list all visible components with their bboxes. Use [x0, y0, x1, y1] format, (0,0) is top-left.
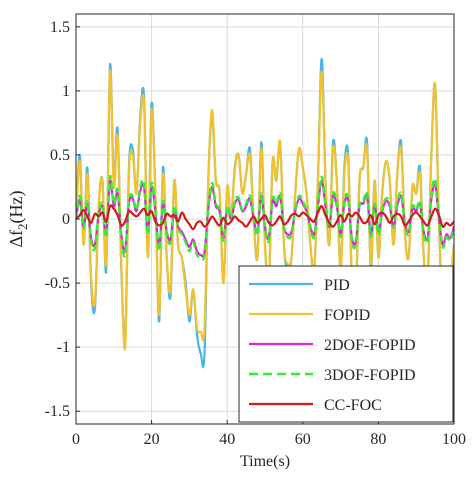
x-tick-label: 20 — [144, 431, 160, 448]
legend-label-cc-foc: CC-FOC — [324, 397, 382, 414]
x-tick-label: 100 — [442, 431, 466, 448]
y-axis-label: Δf2(Hz) — [6, 190, 30, 247]
y-tick-label: 0.5 — [50, 147, 70, 164]
legend-label-2dof-fopid: 2DOF-FOPID — [324, 337, 416, 354]
series-line-fopid — [76, 69, 454, 351]
y-axis-label-subscript: 2 — [15, 223, 30, 230]
ticks: 0 20 40 60 80 100 -1.5 -1 -0.5 0 0.5 1 1.5 — [45, 19, 466, 448]
legend: PID FOPID 2DOF-FOPID 3DOF-FOPID CC-FOC — [238, 265, 454, 423]
x-axis-label: Time(s) — [240, 453, 290, 470]
y-tick-label: -0.5 — [45, 275, 70, 292]
legend-label-fopid: FOPID — [324, 307, 370, 324]
y-tick-label: -1.5 — [45, 403, 70, 420]
x-tick-label: 80 — [370, 431, 386, 448]
y-tick-label: 0 — [62, 211, 70, 228]
series-layer — [76, 57, 454, 369]
series-line-3dof-fopid — [76, 174, 454, 261]
legend-items: PID FOPID 2DOF-FOPID 3DOF-FOPID CC-FOC — [249, 277, 416, 414]
y-tick-label: 1.5 — [50, 19, 70, 36]
y-axis-label-main: Δf — [6, 230, 26, 248]
series-line-cc-foc — [76, 204, 454, 231]
x-tick-label: 40 — [219, 431, 235, 448]
legend-label-3dof-fopid: 3DOF-FOPID — [324, 367, 416, 384]
y-axis-label-unit: (Hz) — [6, 190, 27, 223]
x-tick-label: 0 — [72, 431, 80, 448]
y-tick-label: 1 — [62, 83, 70, 100]
x-tick-label: 60 — [295, 431, 311, 448]
legend-label-pid: PID — [324, 277, 350, 294]
y-tick-label: -1 — [57, 339, 70, 356]
